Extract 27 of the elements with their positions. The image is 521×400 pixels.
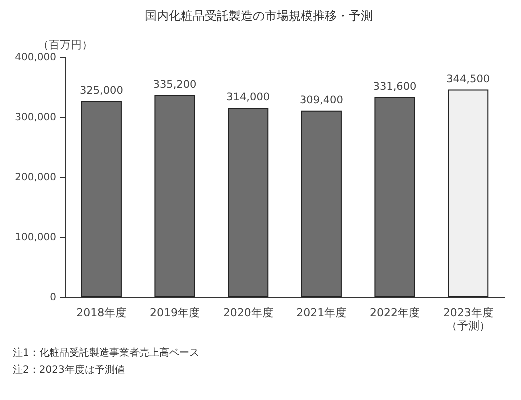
x-tick-label: 2018年度	[76, 306, 127, 320]
bar	[374, 98, 416, 298]
bar	[154, 95, 196, 298]
x-tick-label: 2019年度	[150, 306, 200, 320]
x-tick-label: 2021年度	[296, 306, 347, 320]
data-label: 309,400	[300, 94, 344, 106]
x-tick-label: 2022年度	[370, 306, 420, 320]
data-label: 331,600	[373, 81, 417, 94]
data-label: 335,200	[153, 78, 197, 91]
bar	[228, 108, 269, 298]
y-tick-label: 0	[50, 292, 56, 304]
y-tick-label: 300,000	[15, 112, 56, 124]
bar	[448, 90, 489, 298]
data-label: 344,500	[446, 73, 490, 86]
text: 注1：化粧品受託製造事業者売上高ベース	[13, 347, 200, 359]
y-tick-label: 200,000	[15, 172, 56, 184]
text: 注2：2023年度は予測値	[13, 364, 125, 376]
bar	[301, 110, 342, 298]
y-tick-label: 100,000	[15, 232, 56, 244]
chart-title: 国内化粧品受託製造の市場規模推移・予測	[145, 9, 373, 23]
x-tick-label: 2020年度	[223, 306, 274, 320]
y-axis-title: （百万円）	[38, 38, 93, 52]
y-tick-label: 400,000	[15, 52, 56, 64]
data-label: 325,000	[80, 85, 124, 97]
data-label: 314,000	[226, 92, 270, 104]
x-tick-label: 2023年度（予測）	[443, 306, 494, 332]
bar	[81, 102, 122, 298]
